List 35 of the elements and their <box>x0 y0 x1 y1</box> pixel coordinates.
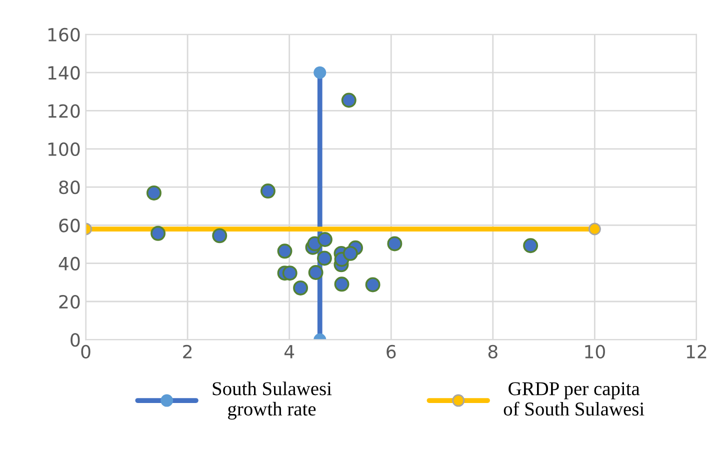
y-tick-label: 20 <box>59 294 80 309</box>
x-tick-label: 4 <box>284 345 294 358</box>
y-tick-label: 120 <box>48 104 80 118</box>
point <box>317 232 332 247</box>
legend-label: South Sulawesi growth rate <box>212 382 332 420</box>
point <box>316 250 332 266</box>
y-tick-label: 60 <box>59 218 80 232</box>
y-tick-label: 160 <box>48 28 80 42</box>
y-tick-label: 0 <box>70 333 80 347</box>
point <box>293 280 308 296</box>
x-tick-label: 8 <box>488 344 498 358</box>
point <box>365 277 380 292</box>
point <box>308 265 324 280</box>
point <box>523 238 538 254</box>
y-tick-label: 40 <box>58 256 80 270</box>
y-tick-label: 80 <box>59 180 80 194</box>
x-tick-label: 12 <box>686 344 706 358</box>
point <box>260 184 276 199</box>
y-tick-label: 140 <box>48 66 80 80</box>
point <box>146 185 162 200</box>
point <box>342 246 358 261</box>
x-tick-label: 0 <box>81 344 90 358</box>
point <box>341 92 356 108</box>
x-tick-label: 10 <box>585 344 605 358</box>
y-tick-label: 100 <box>48 142 80 156</box>
point <box>212 228 228 244</box>
point <box>150 226 166 241</box>
point <box>282 266 298 281</box>
point <box>387 236 402 252</box>
x-tick-label: 6 <box>386 344 396 358</box>
legend-label: GRDP per capita of South Sulawesi <box>504 382 644 416</box>
point <box>277 244 292 259</box>
x-tick-label: 2 <box>183 344 192 358</box>
point <box>314 66 326 79</box>
point <box>334 276 350 292</box>
